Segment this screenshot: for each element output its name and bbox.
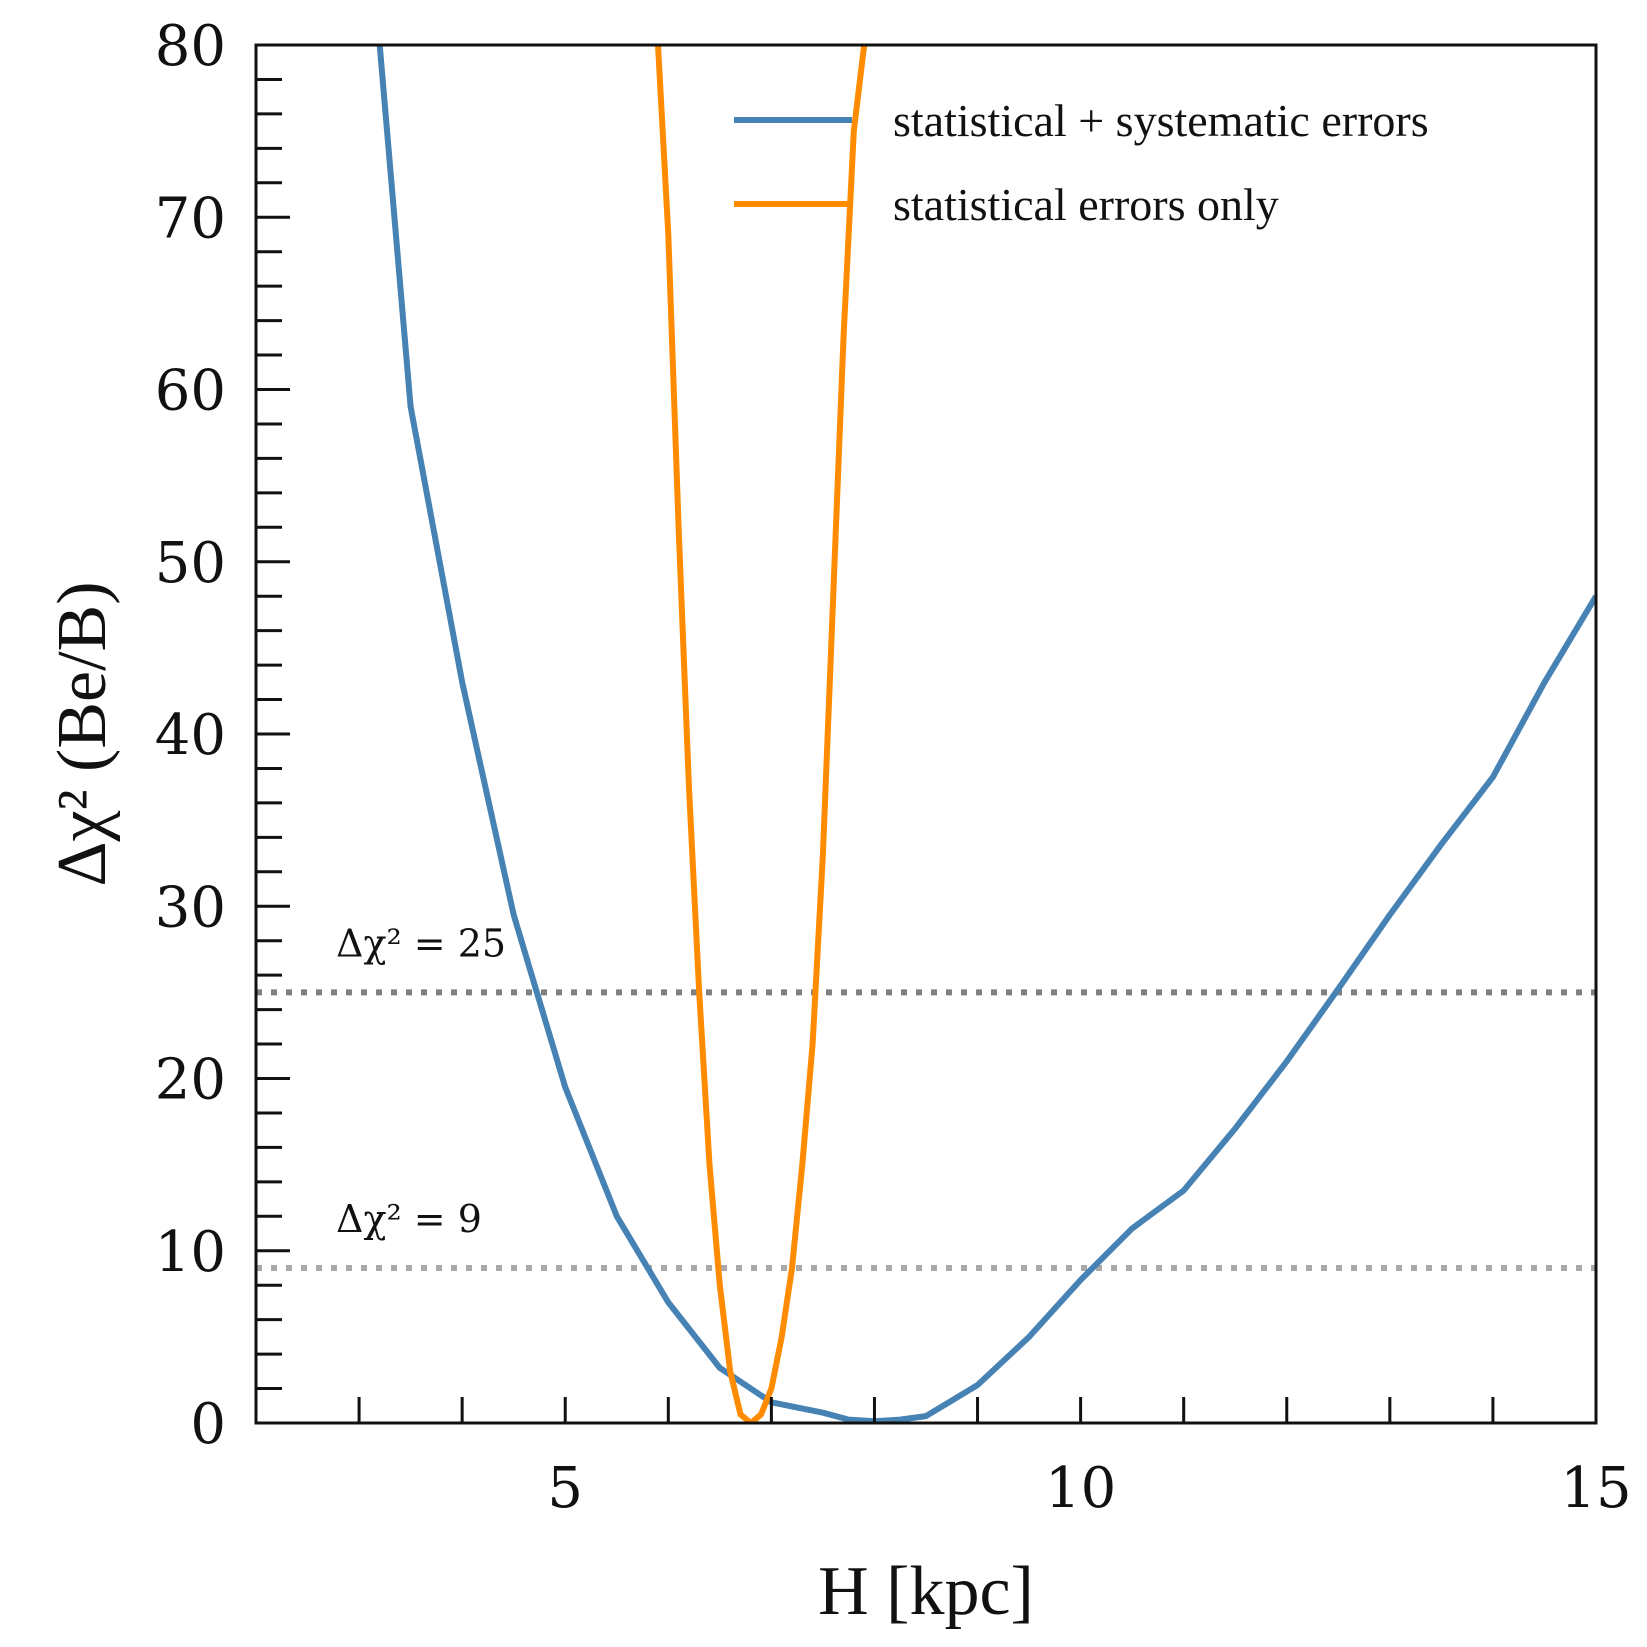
x-tick-label: 15 (1560, 1456, 1631, 1521)
y-tick-label: 20 (155, 1048, 226, 1113)
series-line-0 (376, 45, 1596, 1423)
annotations: Δχ² = 25 Δχ² = 9 (336, 921, 506, 1241)
y-tick-label: 50 (155, 531, 226, 596)
y-tick-label: 40 (155, 703, 226, 768)
x-tick-label: 5 (547, 1456, 583, 1521)
y-tick-label: 0 (190, 1392, 226, 1457)
x-axis-label: H [kpc] (818, 1553, 1034, 1630)
annotation-label-1: Δχ² = 9 (336, 1197, 482, 1241)
tick-labels: 5 10 15 0 10 20 30 40 50 60 70 80 (155, 14, 1632, 1521)
series-layer (376, 45, 1596, 1423)
annotation-label-0: Δχ² = 25 (336, 921, 506, 965)
y-tick-label: 10 (155, 1220, 226, 1285)
y-tick-label: 30 (155, 875, 226, 940)
legend: statistical + systematic errors statistic… (734, 95, 1429, 230)
y-tick-label: 80 (155, 14, 226, 79)
x-tick-label: 10 (1045, 1456, 1116, 1521)
legend-label-1: statistical errors only (893, 179, 1279, 230)
plot-frame (254, 43, 1598, 1425)
y-axis-label: Δχ² (Be/B) (44, 581, 121, 886)
y-tick-label: 60 (155, 359, 226, 424)
legend-label-0: statistical + systematic errors (893, 95, 1429, 146)
series-line-1 (655, 45, 868, 1423)
y-tick-label: 70 (155, 186, 226, 251)
